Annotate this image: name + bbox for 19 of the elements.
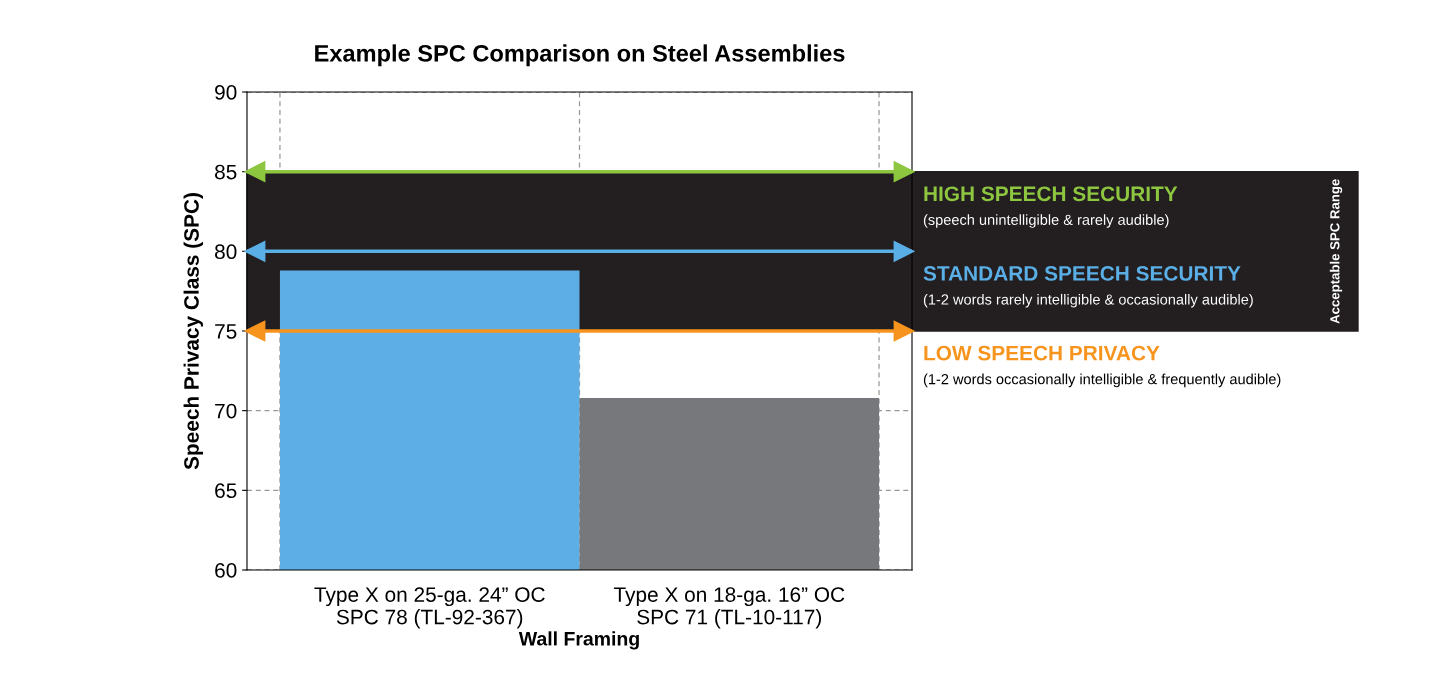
y-tick-label: 80: [215, 244, 237, 260]
y-tick-label: 70: [215, 403, 237, 419]
legend-label: LOW SPEECH PRIVACY: [924, 345, 1160, 361]
chart-title: Example SPC Comparison on Steel Assemblies: [315, 44, 845, 67]
text: (1-2 words occasionally intelligible & frequently audible): [923, 373, 1281, 388]
y-tick-label: 65: [215, 483, 237, 499]
legend-label: STANDARD SPEECH SECURITY: [923, 266, 1241, 281]
y-axis-title: Speech Privacy Class (SPC): [183, 193, 203, 470]
legend-label: HIGH SPEECH SECURITY: [924, 186, 1178, 202]
y-tick-label: 60: [215, 563, 237, 578]
y-tick-label: 85: [215, 164, 237, 180]
y-tick-label: 90: [215, 85, 237, 100]
band-label: Acceptable SPC Range: [1329, 179, 1343, 324]
x-tick-label: Type X on 25-ga. 24” OC SPC 78 (TL-92-367): [314, 587, 545, 629]
y-tick-label: 75: [215, 324, 237, 339]
text: (1-2 words rarely intelligible & occasionally audible): [923, 293, 1253, 308]
text: (speech unintelligible & rarely audible): [923, 214, 1169, 228]
x-axis-title: Wall Framing: [518, 631, 639, 650]
x-tick-label: Type X on 18-ga. 16” OC SPC 71 (TL-10-117): [613, 587, 845, 629]
